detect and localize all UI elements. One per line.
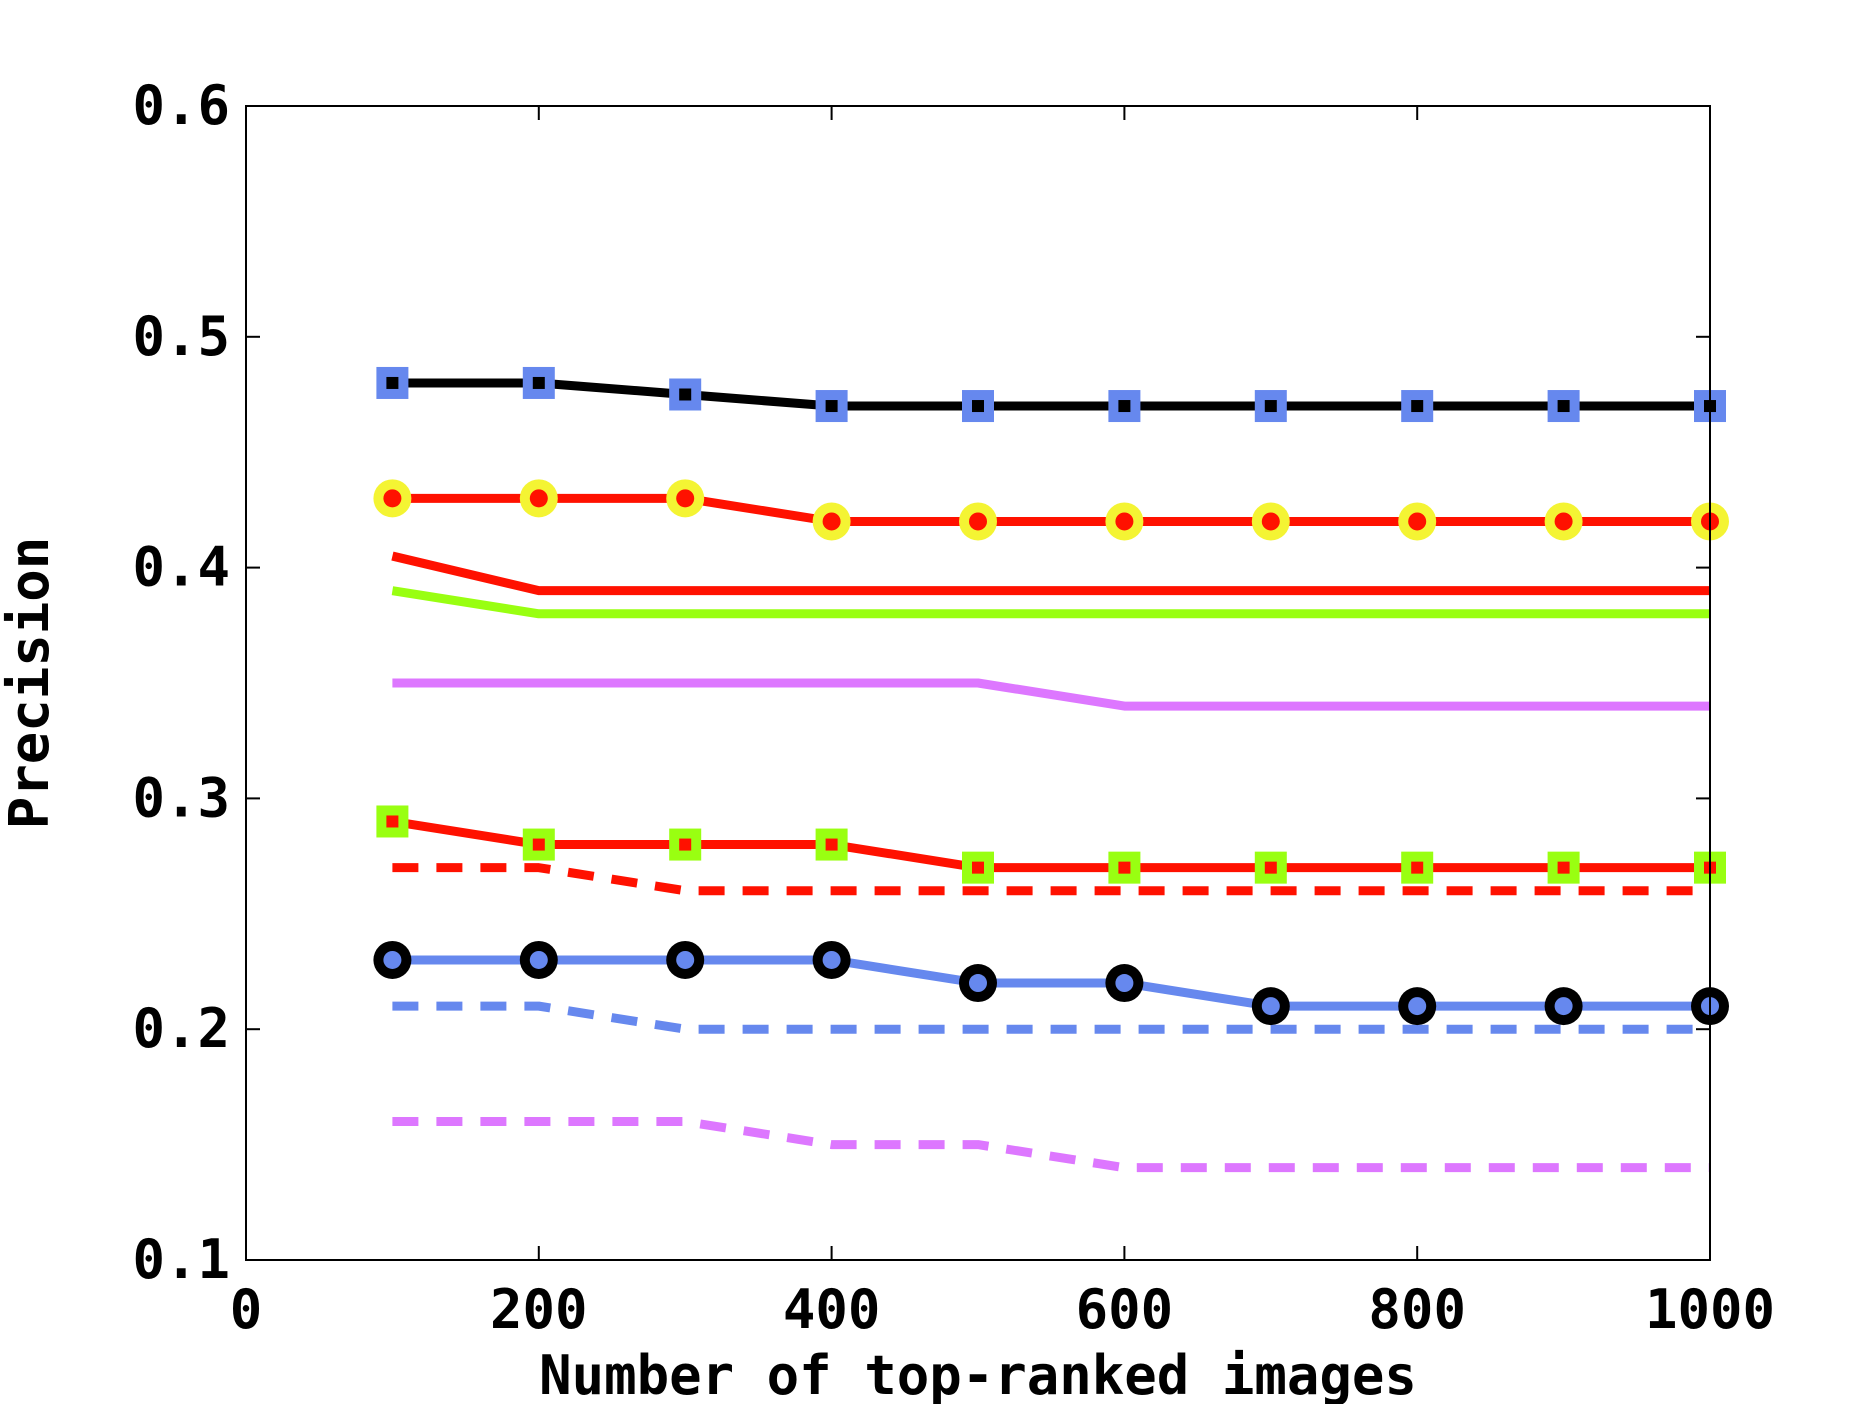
series-6-point-center (972, 861, 984, 874)
x-tick-label: 1000 (1645, 1278, 1775, 1341)
y-axis-label: Precision (0, 537, 61, 830)
series-8-point-center (822, 950, 841, 969)
series-2-point-center (1554, 512, 1573, 531)
series-6-point-center (825, 838, 838, 851)
series-1-point-center (1264, 400, 1277, 413)
y-tick-label: 0.3 (132, 766, 230, 829)
series-8-point-center (969, 974, 987, 993)
series-line-9 (392, 1001, 1710, 1034)
series-line-2 (392, 493, 1710, 526)
x-tick-label: 200 (490, 1278, 588, 1341)
series-8-point-center (1115, 974, 1134, 993)
series-1-point-center (972, 400, 984, 413)
x-tick-label: 400 (783, 1278, 881, 1341)
series-line-7 (392, 863, 1710, 896)
series-line-8 (392, 955, 1710, 1011)
series-6-point-center (1557, 861, 1570, 874)
x-tick-label: 600 (1076, 1278, 1174, 1341)
plot-frame (245, 105, 1711, 1261)
y-tick-label: 0.5 (132, 305, 230, 368)
x-tick-label: 0 (230, 1278, 263, 1341)
series-8-point-center (383, 950, 402, 969)
x-axis-label: Number of top-ranked images (539, 1344, 1417, 1404)
series-8-point-center (676, 950, 695, 969)
series-line-5 (392, 678, 1710, 711)
y-tick-label: 0.4 (132, 536, 230, 599)
series-8-point-center (1408, 997, 1427, 1016)
series-8-point-center (1261, 997, 1280, 1016)
series-6-point-center (1411, 861, 1424, 874)
series-line-6 (391, 817, 1710, 873)
series-8-point-center (529, 950, 548, 969)
series-2-point-center (676, 489, 695, 508)
series-1-point-center (679, 388, 692, 401)
series-line-3 (391, 551, 1710, 596)
series-1-point-center (1118, 400, 1131, 413)
series-1-point-center (532, 376, 545, 389)
series-layer (391, 378, 1710, 1173)
series-1-point-center (386, 376, 399, 389)
y-tick-labels: 0.1 0.2 0.3 0.4 0.5 0.6 (132, 74, 230, 1291)
series-2-point-center (1408, 512, 1427, 531)
series-2-point-center (529, 489, 548, 508)
series-8-point-center (1554, 997, 1573, 1016)
series-1-point-center (1557, 400, 1570, 413)
series-2-point-center (969, 512, 987, 531)
series-2-point-center (1261, 512, 1280, 531)
series-6-point-center (386, 815, 399, 828)
series-2-point-center (1115, 512, 1134, 531)
series-1-point-center (825, 400, 838, 413)
series-line-10 (392, 1117, 1710, 1173)
x-tick-labels: 0 200 400 600 800 1000 (230, 1278, 1775, 1341)
series-2-point-center (822, 512, 841, 531)
series-6-point-center (679, 838, 692, 851)
series-2-point-center (383, 489, 402, 508)
tick-layer (245, 105, 1711, 1261)
x-tick-label: 800 (1368, 1278, 1466, 1341)
marker-layer (373, 366, 1729, 1026)
series-line-1 (392, 378, 1710, 411)
series-line-4 (391, 586, 1710, 619)
y-tick-label: 0.2 (132, 997, 230, 1060)
y-tick-label: 0.1 (132, 1228, 230, 1291)
series-6-point-center (1118, 861, 1131, 874)
y-tick-label: 0.6 (132, 74, 230, 137)
series-6-point-center (532, 838, 545, 851)
series-6-point-center (1264, 861, 1277, 874)
series-1-point-center (1411, 400, 1424, 413)
